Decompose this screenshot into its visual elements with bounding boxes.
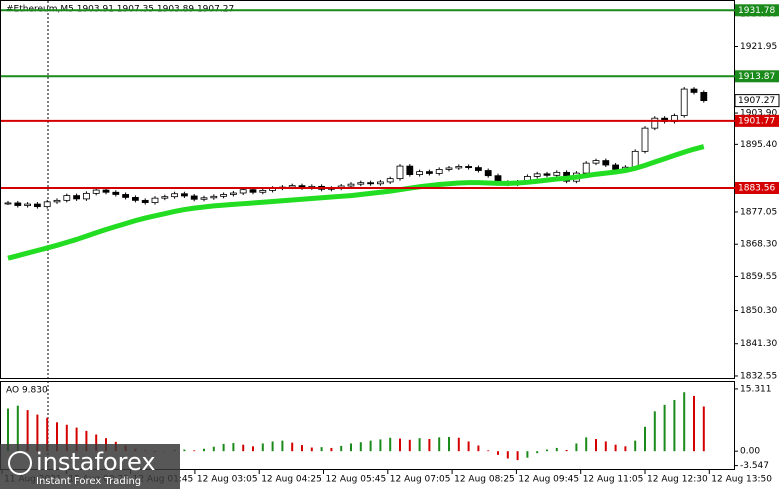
y-tick-label: 1895.40 [740, 140, 777, 150]
candle [592, 160, 600, 164]
y-tick-label: -3.547 [740, 461, 769, 471]
moving-average [7, 144, 705, 261]
x-tick-label: 12 Aug 07:05 [390, 475, 451, 485]
level-label-box [735, 4, 779, 17]
logo: instaforex Instant Forex Trading [0, 444, 180, 489]
candle [63, 195, 71, 201]
candle [680, 88, 688, 117]
candle [171, 193, 179, 198]
candle [484, 170, 492, 177]
x-tick-label: 12 Aug 09:45 [518, 475, 579, 485]
candle [122, 194, 129, 198]
candle [102, 189, 110, 193]
candle [34, 203, 41, 208]
candle [220, 194, 228, 197]
candle [43, 201, 51, 208]
y-tick-label: 0.00 [740, 447, 760, 457]
candle [406, 165, 414, 175]
candle [641, 127, 649, 152]
x-tick-label: 12 Aug 03:05 [197, 475, 258, 485]
candle [24, 203, 32, 206]
candle [416, 171, 424, 175]
level-label-box [735, 70, 779, 83]
level-label-box [735, 114, 779, 127]
candle [4, 202, 12, 205]
candle [357, 182, 365, 185]
last-price-label: 1907.27 [738, 96, 775, 106]
level-label-box [735, 181, 779, 194]
candle [425, 171, 433, 174]
x-tick-label: 12 Aug 05:45 [326, 475, 387, 485]
candle [141, 199, 149, 203]
candle [347, 183, 355, 187]
candle [376, 181, 384, 185]
level-label: 1901.77 [738, 116, 775, 126]
logo-name: instaforex [36, 448, 156, 476]
candle [200, 197, 208, 200]
candle [396, 165, 404, 180]
y-tick-label: 1877.05 [740, 207, 777, 217]
candle [474, 167, 482, 171]
candle [190, 195, 198, 200]
y-tick-label: 1921.95 [740, 42, 777, 52]
candle [533, 173, 541, 177]
candle [249, 189, 257, 193]
ao-title: AO 9.830 [6, 386, 48, 396]
candle [445, 167, 453, 170]
last-price-box [734, 94, 780, 108]
candle [690, 88, 698, 93]
x-tick-label: 12 Aug 11:05 [583, 475, 644, 485]
candle [259, 190, 267, 193]
x-tick-label: 12 Aug 08:25 [454, 475, 515, 485]
candle [367, 182, 375, 185]
candle [700, 91, 708, 102]
logo-icon [8, 451, 32, 475]
candle [83, 192, 90, 200]
y-tick-label: 1868.30 [740, 240, 777, 250]
candle [151, 197, 159, 203]
level-label: 1913.87 [738, 72, 775, 82]
y-tick-label: 1841.30 [740, 339, 777, 349]
main-pane [0, 0, 735, 379]
y-tick-label: 15.311 [740, 384, 772, 394]
candle [631, 150, 639, 168]
y-tick-label: 1850.30 [740, 306, 777, 316]
candle [602, 160, 610, 166]
x-tick-label: 12 Aug 04:25 [261, 475, 322, 485]
candle [229, 192, 237, 195]
candle [386, 178, 394, 183]
candle [53, 199, 61, 203]
candle [239, 189, 247, 194]
x-tick-label: 12 Aug 13:50 [711, 475, 772, 485]
candle [131, 197, 139, 201]
candle [288, 185, 296, 188]
candle [92, 189, 100, 194]
candle [73, 195, 80, 200]
candle [651, 117, 659, 129]
y-tick-label: 1832.55 [740, 371, 777, 381]
candle [543, 173, 551, 176]
candle [180, 193, 188, 197]
level-label: 1883.56 [738, 183, 775, 193]
logo-tagline: Instant Forex Trading [36, 476, 141, 487]
candle [112, 191, 120, 195]
ao-pane [0, 381, 735, 470]
candle [553, 171, 561, 176]
y-tick-label: 1903.90 [740, 109, 777, 119]
candle [465, 166, 473, 168]
candle [612, 164, 619, 170]
candle [435, 169, 443, 174]
x-tick-label: 12 Aug 12:30 [647, 475, 708, 485]
candle [455, 166, 463, 169]
candle [14, 202, 22, 206]
candle [210, 195, 218, 199]
level-label: 1931.78 [738, 6, 775, 16]
candle [161, 196, 169, 199]
candle [582, 162, 590, 174]
y-tick-label: 1859.55 [740, 272, 777, 282]
